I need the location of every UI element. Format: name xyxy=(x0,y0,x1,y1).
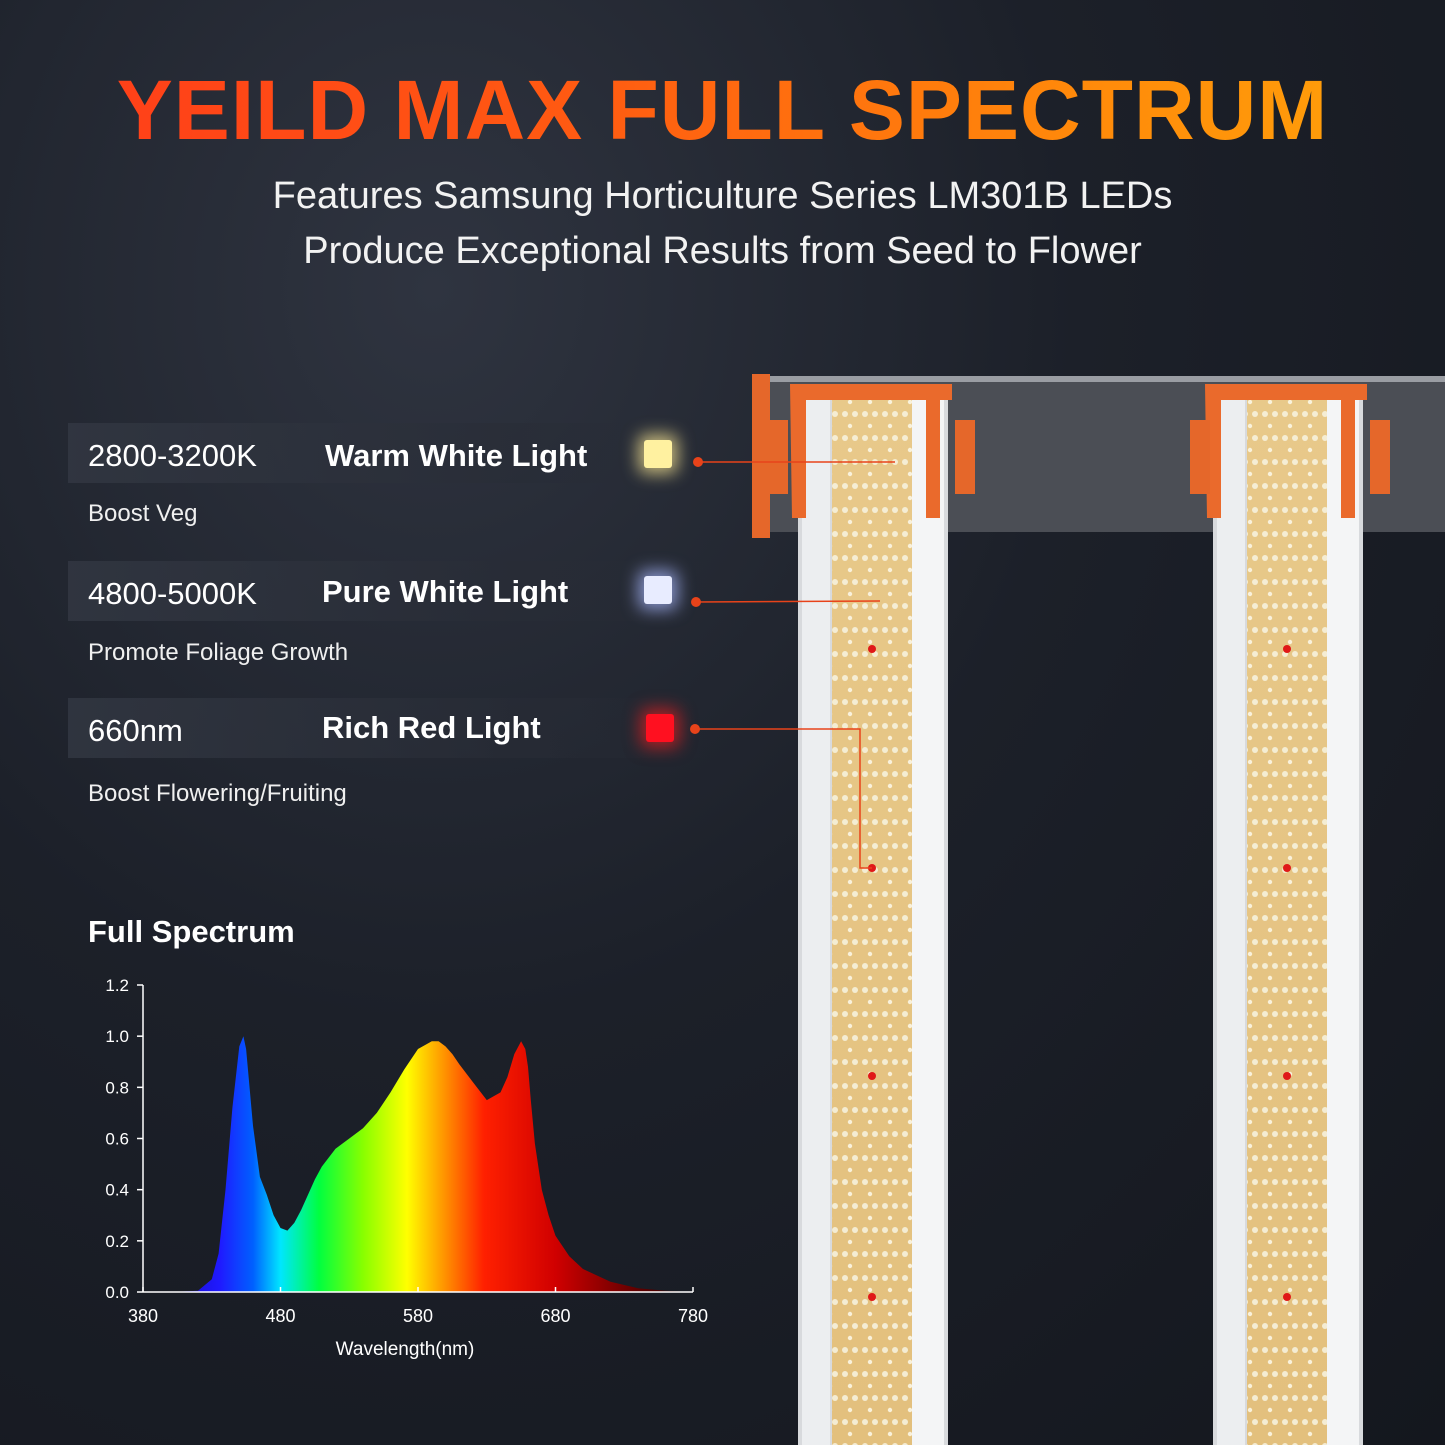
pure-benefit: Promote Foliage Growth xyxy=(88,639,349,666)
warm-white-swatch xyxy=(644,440,672,468)
chart-title: Full Spectrum xyxy=(88,914,295,949)
warm-benefit: Boost Veg xyxy=(88,500,198,527)
red-name: Rich Red Light xyxy=(322,710,541,745)
y-tick-label: 0.2 xyxy=(105,1232,129,1251)
end-cap xyxy=(752,374,770,538)
y-tick-label: 0.8 xyxy=(105,1078,129,1097)
pure-temp: 4800-5000K xyxy=(88,576,257,611)
red-wavelength: 660nm xyxy=(88,713,183,748)
red-benefit: Boost Flowering/Fruiting xyxy=(88,780,347,807)
subtitle-line-2: Produce Exceptional Results from Seed to… xyxy=(303,230,1142,272)
subtitle-line-1: Features Samsung Horticulture Series LM3… xyxy=(272,175,1173,217)
y-tick-label: 1.2 xyxy=(105,976,129,995)
light-row-red xyxy=(68,698,708,758)
y-tick-label: 0.6 xyxy=(105,1130,129,1149)
y-tick-label: 0.4 xyxy=(105,1181,129,1200)
light-row-pure xyxy=(68,561,708,621)
red-swatch xyxy=(646,714,674,742)
x-axis-label: Wavelength(nm) xyxy=(336,1339,475,1360)
x-tick-label: 680 xyxy=(540,1306,570,1326)
light-row-warm xyxy=(68,423,708,483)
spectrum-area xyxy=(143,1036,693,1292)
x-tick-label: 580 xyxy=(403,1306,433,1326)
x-tick-label: 480 xyxy=(265,1306,295,1326)
y-tick-label: 1.0 xyxy=(105,1027,129,1046)
pure-name: Pure White Light xyxy=(322,574,569,609)
spectrum-chart: 380 480 580 680 780 0.0 0.2 0.4 0.6 0.8 1.0 1.2 Wav… xyxy=(105,976,708,1360)
pure-white-swatch xyxy=(644,576,672,604)
x-tick-label: 380 xyxy=(128,1306,158,1326)
led-bars-illustration xyxy=(752,374,1445,1445)
page-title: YEILD MAX FULL SPECTRUM xyxy=(0,62,1445,159)
warm-temp: 2800-3200K xyxy=(88,438,257,473)
x-tick-label: 780 xyxy=(678,1306,708,1326)
y-tick-label: 0.0 xyxy=(105,1283,129,1302)
led-bar-1 xyxy=(768,384,975,1445)
led-bar-2 xyxy=(1190,384,1390,1445)
warm-name: Warm White Light xyxy=(325,438,588,473)
